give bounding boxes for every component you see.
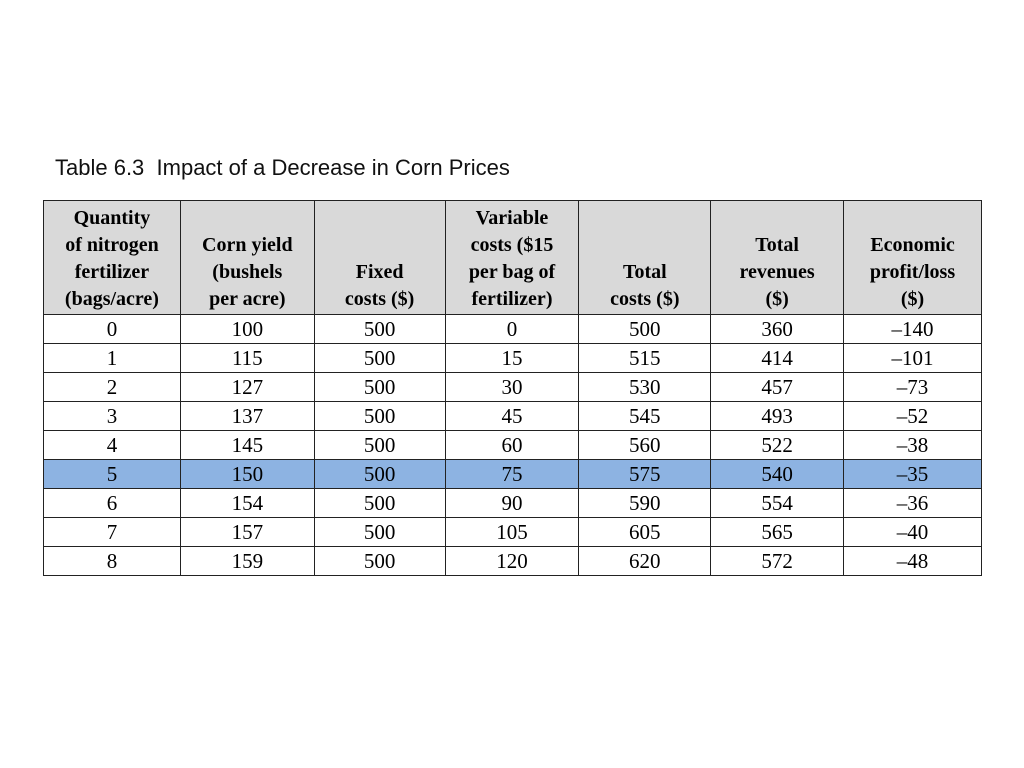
cell-total-costs: 560 [578, 430, 712, 460]
cell-quantity: 2 [43, 372, 181, 402]
cell-fixed-costs: 500 [313, 343, 446, 373]
cell-total-costs: 605 [578, 517, 712, 547]
cell-total-revenues: 565 [710, 517, 845, 547]
header-total-costs: Total costs ($) [578, 200, 712, 315]
cell-economic-profit-loss: –48 [843, 546, 982, 576]
cell-economic-profit-loss: –36 [843, 488, 982, 518]
header-fixed-costs: Fixed costs ($) [313, 200, 446, 315]
table-row: 8 159 500 120 620 572 –48 [43, 546, 982, 576]
cell-corn-yield: 115 [179, 343, 315, 373]
table-row: 4 145 500 60 560 522 –38 [43, 430, 982, 460]
cell-total-revenues: 540 [710, 459, 845, 489]
cell-corn-yield: 127 [179, 372, 315, 402]
cell-total-revenues: 522 [710, 430, 845, 460]
cell-corn-yield: 150 [179, 459, 315, 489]
cell-total-costs: 515 [578, 343, 712, 373]
cell-total-costs: 500 [578, 314, 712, 344]
table-row: 5 150 500 75 575 540 –35 [43, 459, 982, 489]
header-economic-profit-loss: Economic profit/loss ($) [843, 200, 982, 315]
header-total-revenues: Total revenues ($) [710, 200, 845, 315]
header-corn-yield: Corn yield (bushels per acre) [179, 200, 315, 315]
cell-economic-profit-loss: –140 [843, 314, 982, 344]
cell-quantity: 0 [43, 314, 181, 344]
cell-variable-costs: 30 [444, 372, 580, 402]
header-row: Quantity of nitrogen fertilizer (bags/ac… [43, 200, 982, 315]
cell-variable-costs: 15 [444, 343, 580, 373]
cell-total-costs: 575 [578, 459, 712, 489]
cell-corn-yield: 157 [179, 517, 315, 547]
cell-quantity: 5 [43, 459, 181, 489]
cell-total-costs: 590 [578, 488, 712, 518]
cell-fixed-costs: 500 [313, 459, 446, 489]
table-row: 1 115 500 15 515 414 –101 [43, 343, 982, 373]
table-row: 6 154 500 90 590 554 –36 [43, 488, 982, 518]
cell-economic-profit-loss: –52 [843, 401, 982, 431]
cell-quantity: 6 [43, 488, 181, 518]
cell-quantity: 7 [43, 517, 181, 547]
cell-variable-costs: 0 [444, 314, 580, 344]
corn-price-table: Quantity of nitrogen fertilizer (bags/ac… [43, 200, 982, 576]
cell-corn-yield: 137 [179, 401, 315, 431]
cell-total-costs: 545 [578, 401, 712, 431]
cell-quantity: 4 [43, 430, 181, 460]
cell-total-revenues: 572 [710, 546, 845, 576]
table-caption: Table 6.3 Impact of a Decrease in Corn P… [55, 155, 510, 180]
cell-total-revenues: 554 [710, 488, 845, 518]
cell-variable-costs: 60 [444, 430, 580, 460]
cell-economic-profit-loss: –101 [843, 343, 982, 373]
header-variable-costs: Variable costs ($15 per bag of fertilize… [444, 200, 580, 315]
cell-variable-costs: 105 [444, 517, 580, 547]
cell-fixed-costs: 500 [313, 401, 446, 431]
cell-corn-yield: 154 [179, 488, 315, 518]
table-body: 0 100 500 0 500 360 –140 1 115 500 15 515 414 –101 2 12… [43, 314, 982, 576]
cell-total-revenues: 493 [710, 401, 845, 431]
cell-fixed-costs: 500 [313, 314, 446, 344]
cell-total-revenues: 360 [710, 314, 845, 344]
cell-economic-profit-loss: –40 [843, 517, 982, 547]
cell-total-costs: 620 [578, 546, 712, 576]
table-row: 3 137 500 45 545 493 –52 [43, 401, 982, 431]
cell-corn-yield: 145 [179, 430, 315, 460]
cell-fixed-costs: 500 [313, 546, 446, 576]
cell-fixed-costs: 500 [313, 517, 446, 547]
cell-corn-yield: 159 [179, 546, 315, 576]
cell-variable-costs: 90 [444, 488, 580, 518]
cell-total-revenues: 414 [710, 343, 845, 373]
cell-fixed-costs: 500 [313, 372, 446, 402]
table-row: 7 157 500 105 605 565 –40 [43, 517, 982, 547]
cell-total-costs: 530 [578, 372, 712, 402]
cell-variable-costs: 75 [444, 459, 580, 489]
cell-total-revenues: 457 [710, 372, 845, 402]
cell-variable-costs: 45 [444, 401, 580, 431]
cell-quantity: 8 [43, 546, 181, 576]
cell-economic-profit-loss: –38 [843, 430, 982, 460]
cell-fixed-costs: 500 [313, 430, 446, 460]
cell-corn-yield: 100 [179, 314, 315, 344]
header-quantity-nitrogen: Quantity of nitrogen fertilizer (bags/ac… [43, 200, 181, 315]
cell-quantity: 1 [43, 343, 181, 373]
cell-economic-profit-loss: –73 [843, 372, 982, 402]
table-row: 2 127 500 30 530 457 –73 [43, 372, 982, 402]
cell-economic-profit-loss: –35 [843, 459, 982, 489]
cell-variable-costs: 120 [444, 546, 580, 576]
cell-quantity: 3 [43, 401, 181, 431]
table-row: 0 100 500 0 500 360 –140 [43, 314, 982, 344]
cell-fixed-costs: 500 [313, 488, 446, 518]
